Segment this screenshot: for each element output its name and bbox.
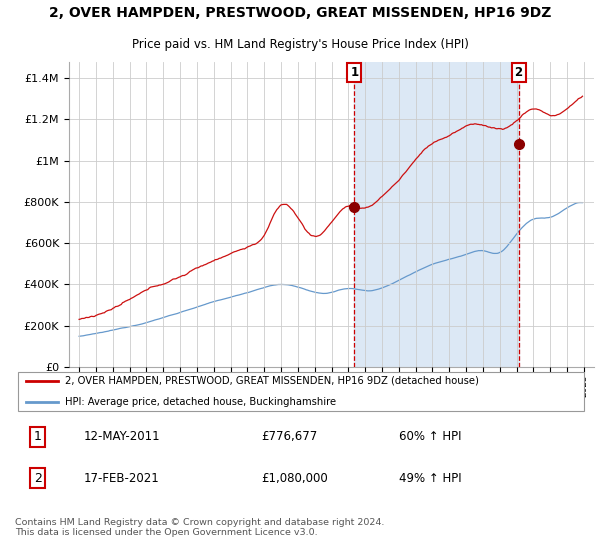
Text: Price paid vs. HM Land Registry's House Price Index (HPI): Price paid vs. HM Land Registry's House … xyxy=(131,38,469,50)
Text: 2, OVER HAMPDEN, PRESTWOOD, GREAT MISSENDEN, HP16 9DZ (detached house): 2, OVER HAMPDEN, PRESTWOOD, GREAT MISSEN… xyxy=(65,376,479,386)
Text: 1: 1 xyxy=(34,431,42,444)
Text: 2, OVER HAMPDEN, PRESTWOOD, GREAT MISSENDEN, HP16 9DZ: 2, OVER HAMPDEN, PRESTWOOD, GREAT MISSEN… xyxy=(49,6,551,20)
Text: HPI: Average price, detached house, Buckinghamshire: HPI: Average price, detached house, Buck… xyxy=(65,397,337,407)
Text: 1: 1 xyxy=(350,66,358,79)
Text: 17-FEB-2021: 17-FEB-2021 xyxy=(84,472,160,484)
Text: 2: 2 xyxy=(515,66,523,79)
FancyBboxPatch shape xyxy=(18,372,584,411)
Text: £1,080,000: £1,080,000 xyxy=(262,472,328,484)
Text: Contains HM Land Registry data © Crown copyright and database right 2024.
This d: Contains HM Land Registry data © Crown c… xyxy=(15,517,385,537)
Text: £776,677: £776,677 xyxy=(262,431,317,444)
Text: 2: 2 xyxy=(34,472,42,484)
Text: 12-MAY-2011: 12-MAY-2011 xyxy=(84,431,160,444)
Bar xyxy=(355,62,518,367)
Text: 60% ↑ HPI: 60% ↑ HPI xyxy=(399,431,461,444)
Text: 49% ↑ HPI: 49% ↑ HPI xyxy=(399,472,461,484)
